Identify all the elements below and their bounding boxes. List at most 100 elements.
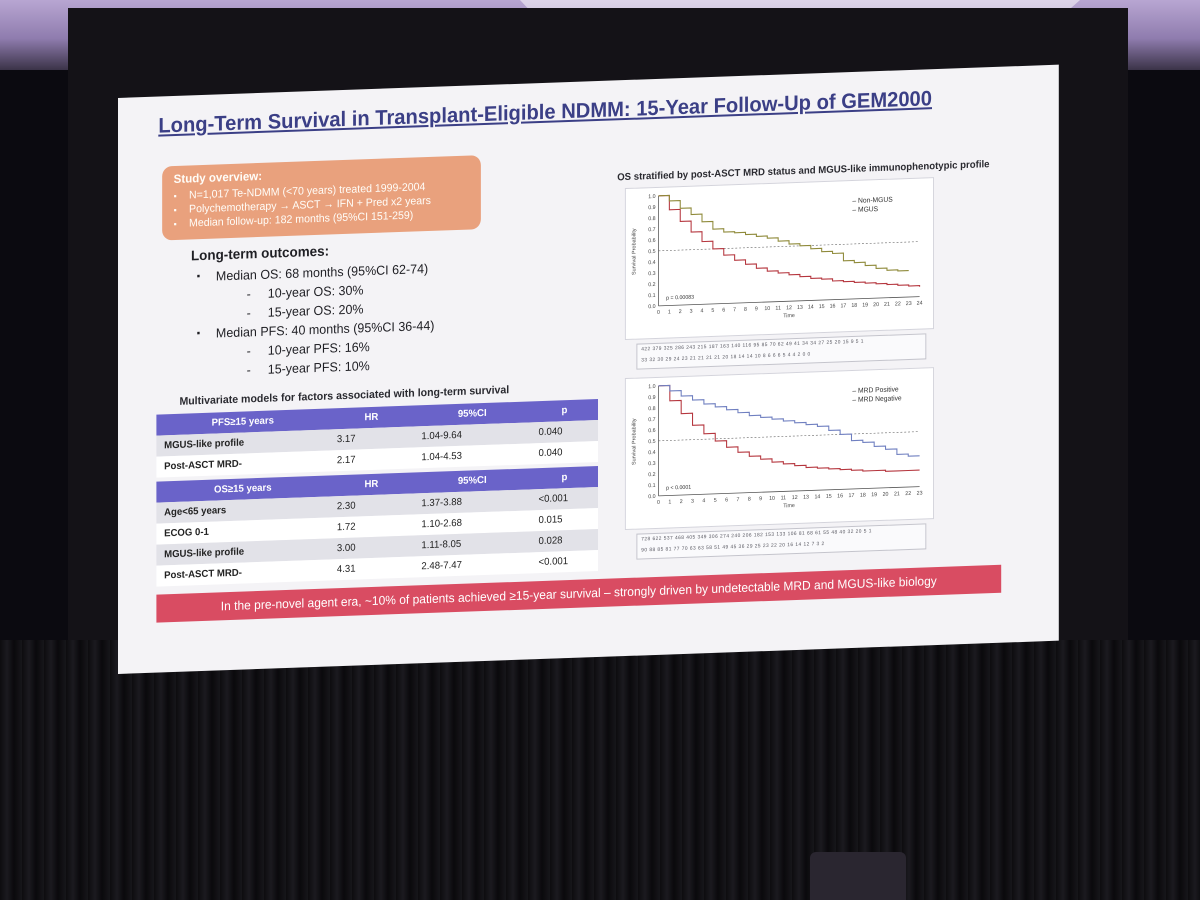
y-tick-label: 0.9 (648, 395, 655, 401)
risk-table-mgus: 422 379 325 286 243 215 187 163 140 116 … (636, 333, 927, 370)
x-tick-label: 2 (679, 309, 682, 315)
table-cell: MGUS-like profile (164, 437, 245, 452)
y-tick-label: 0.9 (648, 205, 655, 211)
y-tick-label: 0.0 (648, 304, 655, 310)
x-tick-label: 13 (803, 494, 809, 500)
x-tick-label: 6 (725, 497, 728, 503)
header-cell: 95%CI (457, 407, 487, 420)
y-tick-label: 0.5 (648, 249, 655, 255)
x-tick-label: 9 (755, 306, 758, 312)
table-cell: 3.17 (336, 433, 356, 446)
median-reference-line (658, 241, 920, 252)
table-cell: 0.040 (538, 426, 563, 439)
header-cell: p (561, 405, 568, 417)
x-tick-label: 11 (781, 495, 786, 501)
legend-entry: – MGUS (852, 206, 878, 214)
x-tick-label: 12 (786, 305, 792, 311)
podium (810, 852, 906, 900)
x-tick-label: 3 (690, 309, 693, 315)
y-tick-label: 0.8 (648, 216, 655, 222)
x-tick-label: 4 (702, 498, 705, 504)
x-tick-label: 1 (668, 309, 671, 315)
x-tick-label: 21 (884, 302, 890, 308)
x-tick-label: 4 (701, 308, 704, 314)
x-tick-label: 22 (895, 301, 901, 307)
km-chart-mrd: 0.0 0.1 0.2 0.3 0.4 0.5 0.6 0.7 0.8 0.9 1.0 0 1 2 3 4 5 6… (624, 367, 934, 531)
median-reference-line (658, 431, 920, 442)
x-tick-label: 13 (797, 305, 803, 311)
y-axis-label: Survival Probability (632, 228, 638, 275)
x-tick-label: 20 (883, 492, 889, 498)
table-cell: 1.10-2.68 (421, 517, 462, 531)
y-tick-label: 0.8 (648, 406, 655, 412)
y-tick-label: 0.4 (648, 260, 655, 266)
x-tick-label: 10 (769, 496, 775, 502)
long-term-outcomes: Long-term outcomes: Median OS: 68 months… (191, 239, 434, 382)
table-cell: 1.11-8.05 (421, 538, 462, 552)
header-cell: p (561, 472, 568, 484)
x-tick-label: 23 (917, 490, 923, 496)
km-curve-mrd-positive (658, 384, 920, 472)
table-cell: 0.040 (538, 447, 563, 460)
x-tick-label: 19 (871, 492, 877, 498)
x-tick-label: 1 (668, 499, 671, 505)
table-cell: 1.37-3.88 (421, 496, 462, 510)
x-tick-label: 15 (819, 304, 825, 310)
x-axis (658, 296, 920, 307)
table-cell: Post-ASCT MRD- (164, 458, 242, 473)
km-plot-mgus: 0.00.10.20.30.40.50.60.70.80.91.00 1 2 3 4 5 6… (632, 194, 923, 320)
table-cell: 1.04-9.64 (421, 429, 462, 443)
stage-curtain (0, 640, 1200, 900)
legend-entry: – MRD Positive (852, 386, 898, 395)
y-tick-label: 1.0 (648, 194, 655, 200)
p-value-annotation: p < 0.0001 (666, 485, 691, 492)
x-tick-label: 24 (917, 300, 923, 306)
x-tick-label: 23 (906, 301, 912, 307)
header-cell: PFS≥15 years (211, 415, 274, 429)
y-tick-label: 0.5 (648, 439, 655, 445)
km-curve-non-mgus (658, 194, 921, 287)
y-tick-label: 0.7 (648, 417, 655, 423)
x-tick-label: 8 (744, 307, 747, 313)
y-tick-label: 0.2 (648, 472, 655, 478)
x-tick-label: 5 (714, 498, 717, 504)
x-tick-label: 18 (860, 492, 866, 498)
km-plot-mrd: 0.00.10.20.30.40.50.60.70.80.91.00 1 2 3 4 5 6… (632, 384, 923, 510)
x-tick-label: 16 (830, 304, 836, 310)
km-curve-mgus (658, 194, 909, 272)
table-cell: <0.001 (538, 493, 569, 506)
table-cell: 1.72 (336, 521, 356, 534)
y-tick-label: 0.7 (648, 227, 655, 233)
table-cell: Post-ASCT MRD- (164, 567, 242, 582)
x-tick-label: 2 (680, 499, 683, 505)
y-tick-label: 0.4 (648, 450, 655, 456)
table-cell: 2.30 (336, 500, 356, 513)
x-tick-label: 21 (894, 491, 900, 497)
header-cell: HR (364, 478, 379, 491)
x-tick-label: 11 (775, 305, 780, 311)
x-tick-label: 7 (733, 307, 736, 313)
header-cell: OS≥15 years (214, 482, 272, 496)
x-tick-label: 19 (862, 302, 868, 308)
x-tick-label: 22 (905, 491, 911, 497)
x-tick-label: 16 (837, 493, 843, 499)
x-tick-label: 7 (736, 497, 739, 503)
x-tick-label: 8 (748, 497, 751, 503)
table-cell: 2.17 (336, 454, 356, 467)
header-cell: 95%CI (457, 474, 487, 487)
x-axis (658, 486, 920, 497)
y-tick-label: 0.0 (648, 494, 655, 500)
x-tick-label: 10 (764, 306, 770, 312)
x-tick-label: 14 (808, 304, 814, 310)
multivariate-table: PFS≥15 years HR 95%CI p MGUS-like profil… (156, 399, 598, 587)
x-tick-label: 9 (759, 496, 762, 502)
y-tick-label: 0.6 (648, 238, 655, 244)
legend-entry: – MRD Negative (852, 395, 901, 404)
x-axis-label: Time (783, 313, 795, 320)
x-tick-label: 0 (657, 310, 660, 316)
table-cell: 2.48-7.47 (421, 559, 462, 573)
x-tick-label: 12 (792, 495, 798, 501)
slide-title: Long-Term Survival in Transplant-Eligibl… (158, 87, 932, 138)
risk-table-mrd: 728 622 537 468 405 349 306 274 240 206 … (636, 523, 927, 560)
legend-entry: – Non-MGUS (852, 196, 893, 205)
